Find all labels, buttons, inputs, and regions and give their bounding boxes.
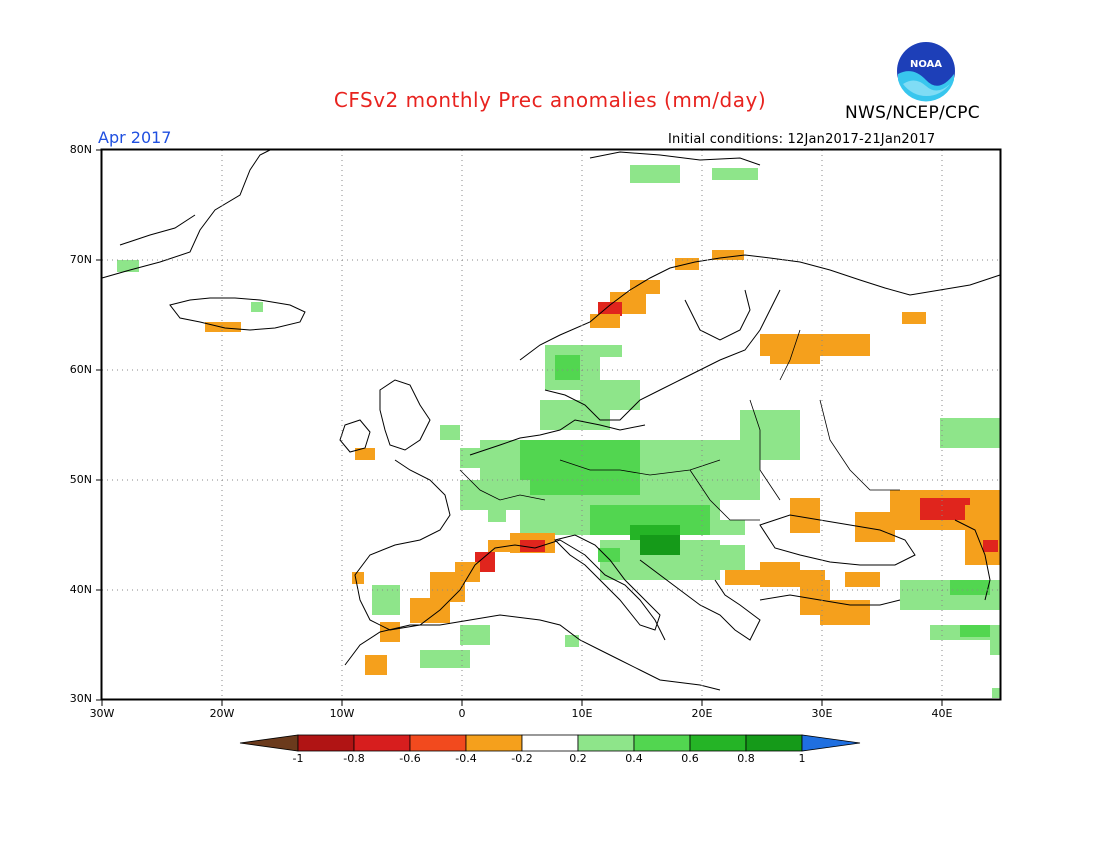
lat-tick-50n: 50N (69, 473, 92, 486)
lat-tick-70n: 70N (69, 253, 92, 266)
lon-tick-10e: 10E (571, 707, 593, 720)
colorbar-tick: 1 (798, 752, 806, 765)
colorbar-tick: 0.8 (737, 752, 755, 765)
colorbar-tick: -0.4 (455, 752, 477, 765)
map-title: CFSv2 monthly Prec anomalies (mm/day) (333, 88, 767, 112)
colorbar-cell (521, 734, 579, 752)
colorbar-cell (577, 734, 635, 752)
lon-tick-20e: 20E (691, 707, 713, 720)
forecast-month: Apr 2017 (98, 128, 172, 147)
colorbar-cell (745, 734, 803, 752)
colorbar-tick: -0.8 (343, 752, 365, 765)
lat-tick-60n: 60N (69, 363, 92, 376)
lon-tick-30e: 30E (811, 707, 833, 720)
colorbar-cell (297, 734, 355, 752)
lon-tick-30w: 30W (89, 707, 115, 720)
lat-tick-40n: 40N (69, 583, 92, 596)
lat-tick-80n: 80N (69, 143, 92, 156)
colorbar-tick: 0.2 (569, 752, 587, 765)
colorbar-cell (633, 734, 691, 752)
map-gridlines (102, 150, 1000, 700)
colorbar-tick: 0.6 (681, 752, 699, 765)
lon-tick-0: 0 (458, 707, 466, 720)
colorbar-tick: 0.4 (625, 752, 643, 765)
colorbar-tick: -0.2 (511, 752, 533, 765)
colorbar-cell (353, 734, 411, 752)
anomaly-shading (117, 165, 1000, 698)
lon-tick-10w: 10W (329, 707, 355, 720)
lon-tick-20w: 20W (209, 707, 235, 720)
colorbar-cell (409, 734, 467, 752)
colorbar (239, 734, 861, 752)
colorbar-tick: -1 (292, 752, 304, 765)
agency-label: NWS/NCEP/CPC (845, 103, 980, 123)
lon-tick-40e: 40E (931, 707, 953, 720)
lat-tick-30n: 30N (69, 692, 92, 705)
colorbar-cell-lower-extreme (239, 734, 299, 752)
noaa-logo: NOAA (897, 42, 955, 102)
colorbar-cell (689, 734, 747, 752)
colorbar-cell-upper-extreme (801, 734, 861, 752)
colorbar-tick: -0.6 (399, 752, 421, 765)
coastlines (101, 149, 1001, 691)
colorbar-cell (465, 734, 523, 752)
initial-conditions: Initial conditions: 12Jan2017-21Jan2017 (668, 132, 936, 147)
noaa-logo-text: NOAA (910, 59, 942, 70)
